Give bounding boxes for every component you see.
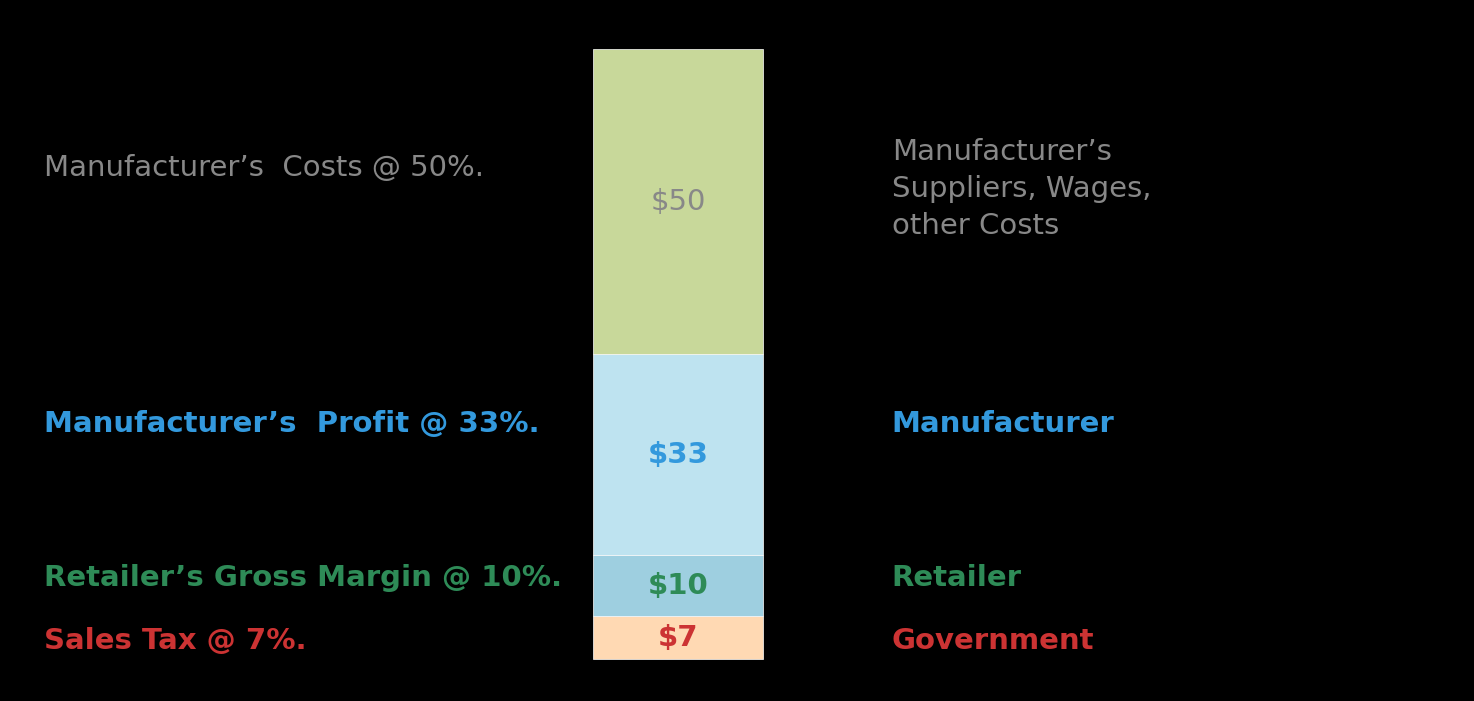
Bar xyxy=(593,49,764,354)
Text: Retailer: Retailer xyxy=(892,564,1021,592)
Bar xyxy=(593,555,764,616)
Text: Manufacturer: Manufacturer xyxy=(892,410,1114,438)
Text: Retailer’s Gross Margin @ 10%.: Retailer’s Gross Margin @ 10%. xyxy=(44,564,563,592)
Text: $50: $50 xyxy=(650,188,706,215)
Bar xyxy=(593,354,764,555)
Text: $7: $7 xyxy=(657,624,699,652)
Text: Manufacturer’s  Costs @ 50%.: Manufacturer’s Costs @ 50%. xyxy=(44,154,485,182)
Text: Manufacturer’s  Profit @ 33%.: Manufacturer’s Profit @ 33%. xyxy=(44,410,539,438)
Text: Manufacturer’s
Suppliers, Wages,
other Costs: Manufacturer’s Suppliers, Wages, other C… xyxy=(892,139,1151,240)
Text: $10: $10 xyxy=(647,572,709,600)
Text: $33: $33 xyxy=(647,441,709,469)
Text: Government: Government xyxy=(892,627,1094,655)
Text: Sales Tax @ 7%.: Sales Tax @ 7%. xyxy=(44,627,307,655)
Bar xyxy=(593,616,764,659)
